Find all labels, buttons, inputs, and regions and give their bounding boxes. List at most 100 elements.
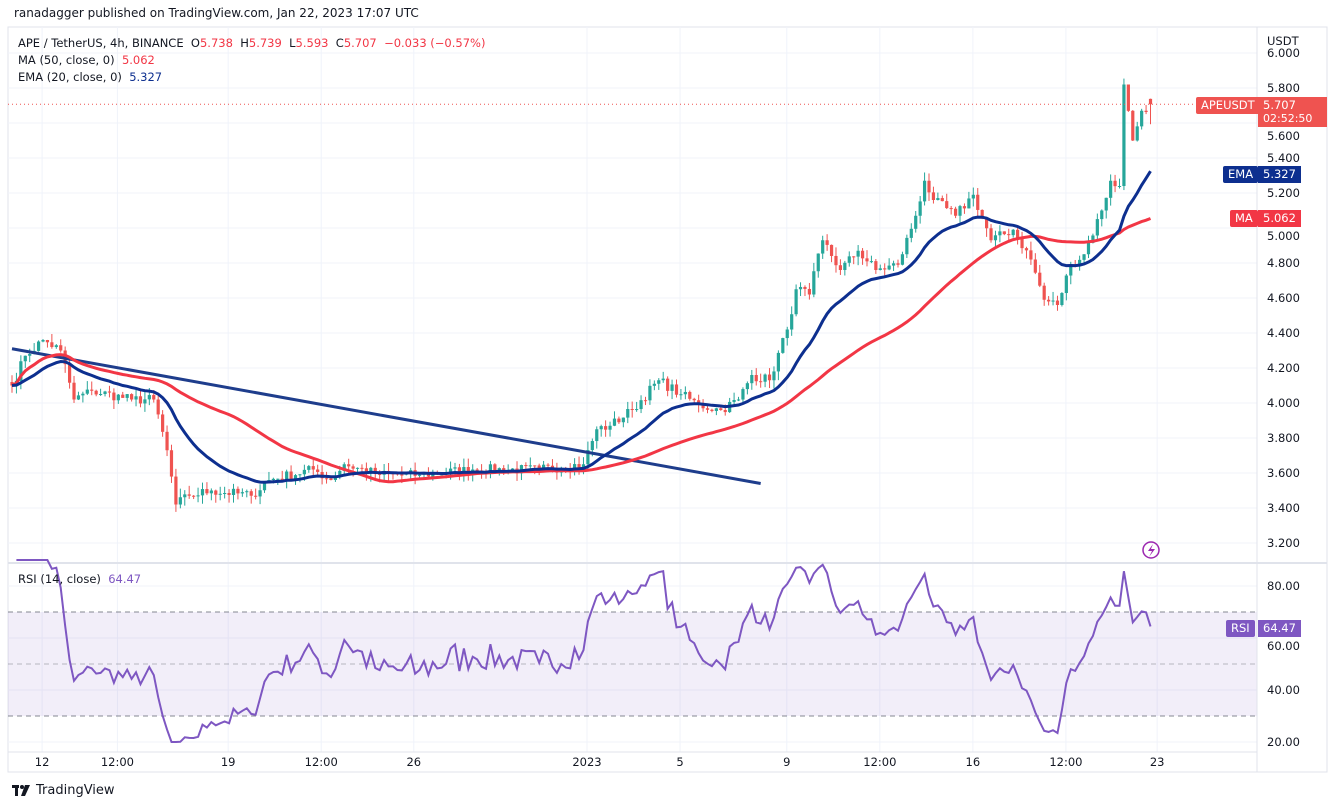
trendline[interactable] <box>11 347 761 485</box>
candle-body <box>493 464 497 473</box>
candle-body <box>714 408 718 411</box>
candle-body <box>1038 272 1042 286</box>
rsi-line <box>16 559 1152 743</box>
candle-body <box>138 396 143 404</box>
candle-body <box>200 489 205 496</box>
flash-icon[interactable] <box>1142 541 1160 559</box>
chart-frame <box>7 26 1328 773</box>
candle-body <box>976 194 980 210</box>
candle-body <box>1148 98 1153 105</box>
ema-legend[interactable]: EMA (20, close, 0) 5.327 <box>18 70 162 84</box>
rsi-badge: RSI <box>1226 620 1255 637</box>
rsi-tick-label: 20.00 <box>1267 735 1300 749</box>
price-tick-label: 5.000 <box>1267 229 1300 243</box>
candle-body <box>1086 242 1091 255</box>
candle-body <box>364 468 368 474</box>
candle-body <box>887 265 891 270</box>
time-axis[interactable]: 12 12:00 19 12:00 26 2023 5 9 12:00 16 12:00 23 <box>35 755 1165 769</box>
candle-body <box>249 491 253 496</box>
candle-body <box>1135 126 1139 141</box>
candle-body <box>355 467 360 469</box>
ema-line <box>11 170 1152 484</box>
candle-body <box>710 409 714 411</box>
candle-body <box>993 235 998 241</box>
high-label: H <box>240 36 249 50</box>
candle-body <box>178 497 182 505</box>
candle-body <box>953 208 958 216</box>
candle-body <box>900 254 905 265</box>
rsi-tick-label: 60.00 <box>1267 639 1300 653</box>
candle-body <box>936 198 940 200</box>
candle-body <box>130 394 134 400</box>
candle-body <box>453 467 457 469</box>
rsi-legend[interactable]: RSI (14, close) 64.47 <box>18 572 141 586</box>
time-tick-label: 16 <box>966 755 981 769</box>
price-tick-label: 5.400 <box>1267 151 1300 165</box>
candle-body <box>604 426 608 430</box>
rsi-axis[interactable]: 20.00 40.00 60.00 80.00 <box>1267 579 1300 749</box>
candle-body <box>843 262 847 270</box>
candle-body <box>891 263 896 266</box>
candle-body <box>998 231 1002 236</box>
open-value: 5.738 <box>199 36 233 50</box>
candle-body <box>1095 219 1099 236</box>
candle-body <box>307 466 311 470</box>
ma-label: MA (50, close, 0) <box>18 53 115 67</box>
candle-body <box>360 467 364 469</box>
candle-body <box>869 261 874 263</box>
candle-body <box>940 198 944 202</box>
price-tick-label: 3.200 <box>1267 536 1300 550</box>
rsi-levels <box>8 611 1257 717</box>
candle-body <box>19 361 23 381</box>
candle-body <box>705 408 710 410</box>
candle-body <box>856 250 860 257</box>
candle-body <box>54 345 58 348</box>
published-info: ranadagger published on TradingView.com,… <box>14 6 419 20</box>
candle-body <box>231 488 236 495</box>
change-value: −0.033 (−0.57%) <box>384 36 486 50</box>
candle-body <box>45 340 50 343</box>
candle-body <box>72 382 76 400</box>
candle-body <box>803 286 807 289</box>
candle-body <box>772 371 776 381</box>
brand-name: TradingView <box>36 783 115 798</box>
candle-body <box>754 375 758 382</box>
candle-body <box>1082 254 1086 260</box>
candle-body <box>630 409 634 411</box>
candle-body <box>67 364 72 383</box>
low-value: 5.593 <box>295 36 329 50</box>
rsi-tick-label: 80.00 <box>1267 579 1300 593</box>
candle-body <box>165 431 169 451</box>
price-axis[interactable]: 3.200 3.400 3.600 3.800 4.000 4.200 4.400 4.600… <box>1267 46 1300 550</box>
candle-body <box>781 338 785 353</box>
price-tick-label: 4.000 <box>1267 396 1300 410</box>
candle-body <box>546 464 550 466</box>
candle-body <box>821 240 825 254</box>
candle-body <box>905 237 909 255</box>
candle-body <box>528 465 532 467</box>
candle-body <box>776 352 780 372</box>
candle-body <box>834 255 838 266</box>
price-tick-label: 5.600 <box>1267 129 1300 143</box>
candle-body <box>338 470 342 478</box>
ema-value: 5.327 <box>129 70 163 84</box>
tradingview-logo[interactable]: TradingView <box>12 783 115 798</box>
candle-body <box>214 490 218 495</box>
low-label: L <box>289 36 296 50</box>
time-tick-label: 12:00 <box>863 755 896 769</box>
close-value: 5.707 <box>343 36 377 50</box>
candle-body <box>116 394 120 401</box>
candle-body <box>874 261 878 270</box>
candle-body <box>99 394 103 396</box>
ma-legend[interactable]: MA (50, close, 0) 5.062 <box>18 53 155 67</box>
candle-body <box>967 198 971 209</box>
candle-body <box>790 314 794 330</box>
candle-body <box>683 391 687 395</box>
candle-body <box>1140 110 1144 127</box>
candle-body <box>945 201 949 209</box>
candle-body <box>223 493 227 495</box>
candle-body <box>1126 84 1130 111</box>
candle-body <box>883 268 887 270</box>
candle-body <box>985 217 989 229</box>
